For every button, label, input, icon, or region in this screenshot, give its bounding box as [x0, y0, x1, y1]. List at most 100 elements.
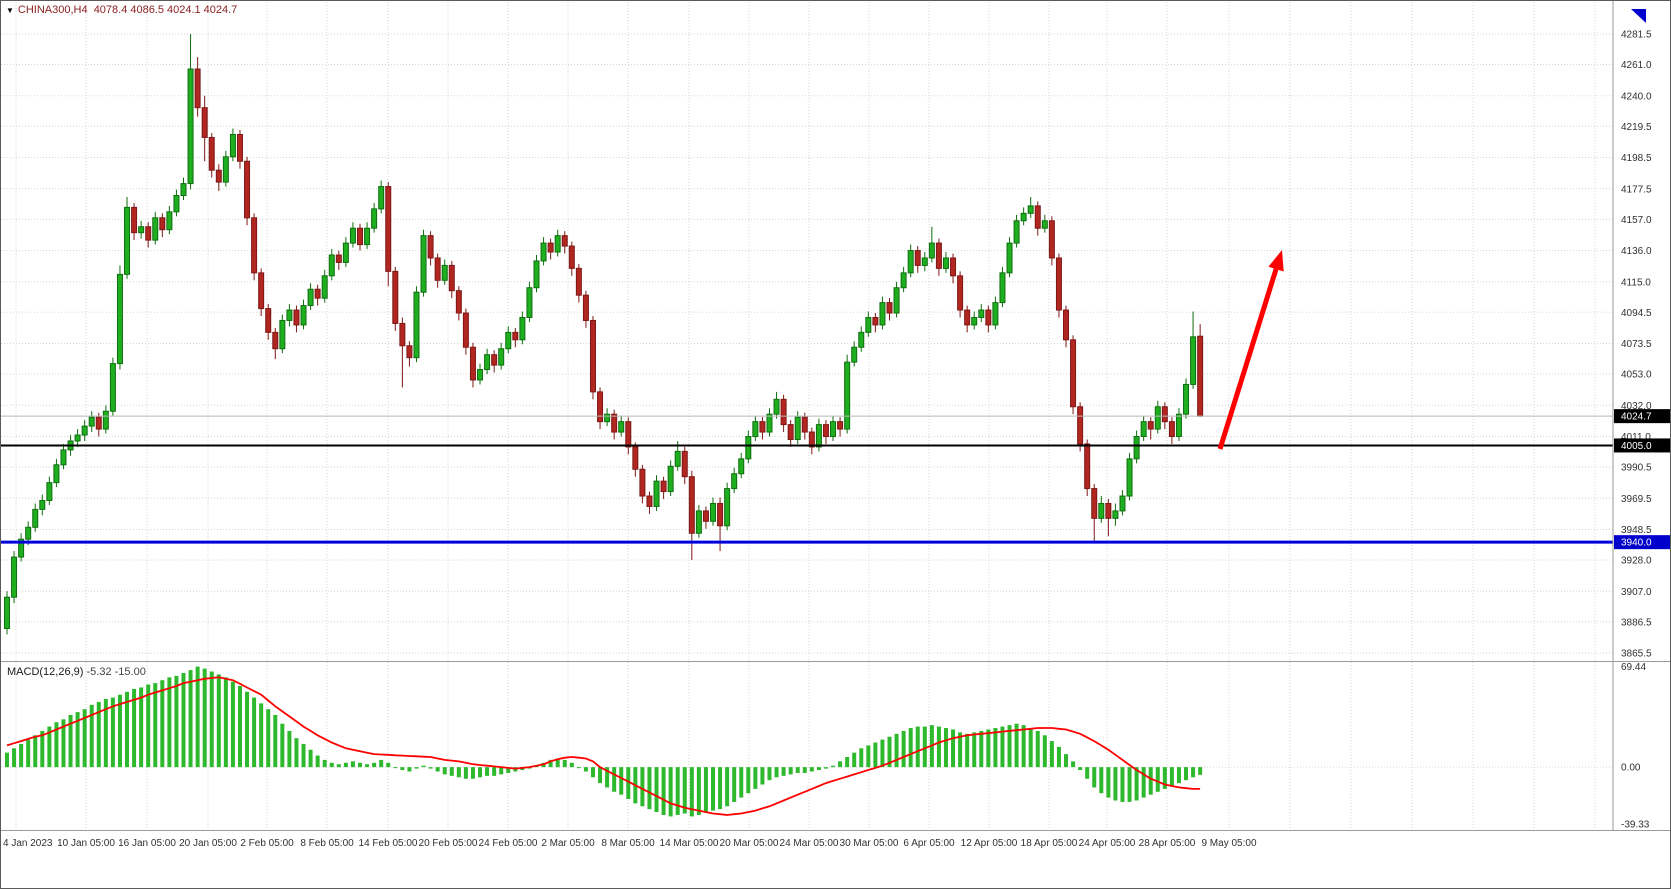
candle-bull [505, 331, 512, 350]
macd-histogram-bar [237, 686, 242, 768]
macd-histogram-bar [760, 767, 765, 785]
candle-bear [717, 502, 724, 527]
time-axis-label: 9 May 05:00 [1201, 838, 1256, 849]
macd-histogram-bar [195, 666, 200, 768]
macd-histogram-bar [280, 723, 285, 768]
candle-bear [208, 136, 215, 171]
macd-histogram-bar [562, 759, 567, 768]
candle-bull [477, 369, 484, 381]
macd-histogram-bar [132, 688, 137, 768]
price-axis-label: 4198.5 [1621, 153, 1652, 164]
candle-bull [1126, 458, 1133, 497]
macd-histogram-bar [965, 733, 970, 768]
macd-axis-label: 69.44 [1621, 662, 1646, 673]
candle-bear [406, 345, 413, 359]
candle-bear [1034, 205, 1041, 229]
candle-bear [194, 68, 201, 109]
candle-bear [632, 446, 639, 470]
price-axis: 4281.5 4261.0 4240.0 4219.5 4198.5 4177.5 4157… [1621, 30, 1652, 831]
chart-shift-marker [1631, 9, 1646, 23]
macd-histogram-bar [1106, 767, 1111, 798]
macd-histogram-bar [845, 757, 850, 768]
macd-histogram-bar [5, 752, 9, 768]
price-axis-label: 4053.0 [1621, 370, 1652, 381]
time-axis-label: 8 Mar 05:00 [601, 838, 655, 849]
time-axis-label: 28 Apr 05:00 [1139, 838, 1196, 849]
candle-bull [11, 556, 18, 598]
macd-histogram-bar [61, 719, 66, 768]
candle-bear [872, 316, 879, 326]
candle-bull [152, 217, 159, 241]
candle-bull [53, 464, 60, 484]
candle-bull [999, 272, 1006, 304]
symbol-dropdown-icon[interactable]: ▼ [6, 6, 14, 15]
candle-bear [392, 270, 399, 324]
candle-bull [173, 194, 180, 213]
candle-bull [738, 458, 745, 475]
macd-histogram-bar [583, 767, 588, 772]
candle-bull [1020, 212, 1027, 222]
macd-histogram-bar [181, 672, 186, 768]
candle-bear [462, 312, 469, 348]
candle-bull [674, 450, 681, 467]
macd-histogram-bar [350, 761, 355, 768]
candle-bull [1098, 502, 1105, 519]
candle-bull [1119, 495, 1126, 512]
candle-bull [441, 264, 448, 281]
price-axis-label: 4261.0 [1621, 60, 1652, 71]
candle-bull [229, 133, 236, 158]
candle-bull [851, 346, 858, 363]
candle-bull [88, 416, 95, 427]
candle-bull [1112, 510, 1119, 519]
candle-bear [236, 133, 243, 162]
candle-bull [413, 291, 420, 359]
time-axis-label: 24 Apr 05:00 [1079, 838, 1136, 849]
macd-histogram-bar [68, 714, 73, 768]
candle-bear [469, 346, 476, 381]
candle-bull [180, 183, 187, 196]
candle-bull [745, 436, 752, 460]
candle-bull [928, 242, 935, 259]
candle-bear [1168, 421, 1175, 438]
macd-signal-line [6, 676, 1201, 816]
price-axis-label: 4281.5 [1621, 30, 1652, 41]
ohlc-low: 4024.1 [167, 4, 201, 16]
candle-bull [1006, 242, 1013, 274]
macd-histogram-bar [188, 670, 193, 768]
price-axis-label: 4115.0 [1621, 277, 1651, 288]
chart-shift-marker-icon [1631, 9, 1646, 23]
macd-histogram-bar [174, 675, 179, 768]
price-axis-label: 3886.5 [1621, 617, 1652, 628]
candle-bull [724, 488, 731, 527]
macd-histogram-bar [47, 726, 52, 768]
candle-bull [1190, 336, 1197, 385]
candle-bull [554, 235, 561, 253]
macd-histogram-bar [1035, 730, 1040, 768]
time-axis-label: 16 Jan 05:00 [118, 838, 176, 849]
macd-histogram-bar [1028, 728, 1033, 768]
candle-bull [1133, 436, 1140, 460]
candle-bull [731, 473, 738, 490]
price-tag [1614, 409, 1670, 424]
macd-indicator-label: MACD(12,26,9) -5.32 -15.00 [7, 666, 146, 678]
macd-histogram-bar [343, 762, 348, 768]
candle-bull [307, 288, 314, 307]
candle-bull [124, 206, 131, 275]
symbol-timeframe-label: CHINA300,H4 [17, 4, 88, 16]
candle-bear [1048, 220, 1055, 259]
macd-histogram-bar [160, 680, 165, 768]
macd-histogram-bar [358, 762, 362, 768]
price-tag [1614, 438, 1670, 453]
macd-histogram-bar [732, 767, 737, 802]
candle-bear [272, 331, 279, 350]
macd-histogram-bar [548, 759, 553, 768]
macd-histogram-bar [1092, 767, 1097, 788]
candle-bear [131, 206, 138, 234]
price-axis-label: 4011.0 [1621, 432, 1651, 443]
time-axis-label: 20 Mar 05:00 [720, 838, 779, 849]
price-axis-label: 3865.5 [1621, 649, 1652, 660]
macd-histogram-bar [26, 739, 31, 768]
macd-histogram-bar [223, 677, 228, 768]
macd-histogram-bar [273, 714, 278, 768]
